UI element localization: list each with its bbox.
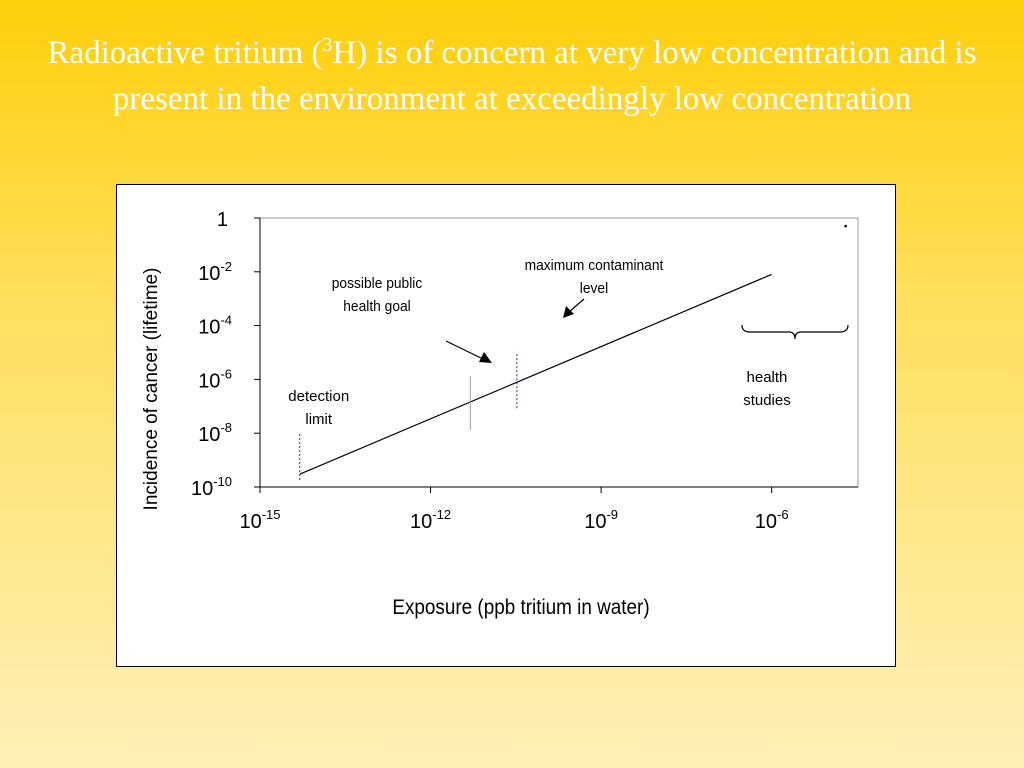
y-axis: 1 10-2 10-4 10-6 10-8 10-10 xyxy=(191,209,261,500)
health-goal-arrow xyxy=(445,340,484,360)
x-tick-label: 10-15 xyxy=(239,507,280,533)
chart-panel: 10-15 10-12 10-9 10-6 1 10-2 10-4 10-6 10-8 10-1… xyxy=(116,184,896,667)
health-goal-label: health goal xyxy=(343,299,411,316)
slide-title: Radioactive tritium (3H) is of concern a… xyxy=(40,30,984,122)
x-tick-label: 10-12 xyxy=(410,507,451,533)
x-tick-label: 10-6 xyxy=(755,507,789,533)
health-studies-label: health xyxy=(747,369,788,386)
health-goal-arrowhead xyxy=(479,352,492,363)
x-axis-label: Exposure (ppb tritium in water) xyxy=(392,596,649,619)
x-tick-label: 10-9 xyxy=(584,507,618,533)
mcl-label: level xyxy=(580,281,608,298)
title-superscript: 3 xyxy=(322,34,333,56)
y-axis-label: Incidence of cancer (lifetime) xyxy=(141,268,162,511)
y-tick-label: 10-8 xyxy=(198,420,232,446)
series-layer xyxy=(299,224,847,475)
title-text-end: H) is of concern at very low concentrati… xyxy=(112,35,977,117)
y-tick-label: 10-2 xyxy=(198,259,232,285)
y-tick-label: 10-6 xyxy=(198,366,232,392)
y-tick-label: 10-4 xyxy=(198,313,232,339)
x-axis: 10-15 10-12 10-9 10-6 xyxy=(239,486,858,533)
health-studies-brace xyxy=(741,324,849,340)
data-point xyxy=(844,224,847,228)
health-studies-label: studies xyxy=(743,392,791,409)
series-line xyxy=(299,273,772,475)
title-text-start: Radioactive tritium ( xyxy=(47,35,323,71)
mcl-arrowhead xyxy=(563,306,574,318)
health-goal-label: possible public xyxy=(332,276,422,293)
chart-svg: 10-15 10-12 10-9 10-6 1 10-2 10-4 10-6 10-8 10-1… xyxy=(141,209,859,619)
mcl-arrow xyxy=(568,298,585,313)
y-tick-label: 10-10 xyxy=(191,474,232,500)
mcl-label: maximum contaminant xyxy=(525,258,664,275)
detection-limit-label: limit xyxy=(305,411,332,428)
detection-limit-label: detection xyxy=(288,388,349,405)
y-tick-label: 1 xyxy=(217,209,228,231)
annotation-layer: detection limit possible public health goal… xyxy=(288,258,849,481)
